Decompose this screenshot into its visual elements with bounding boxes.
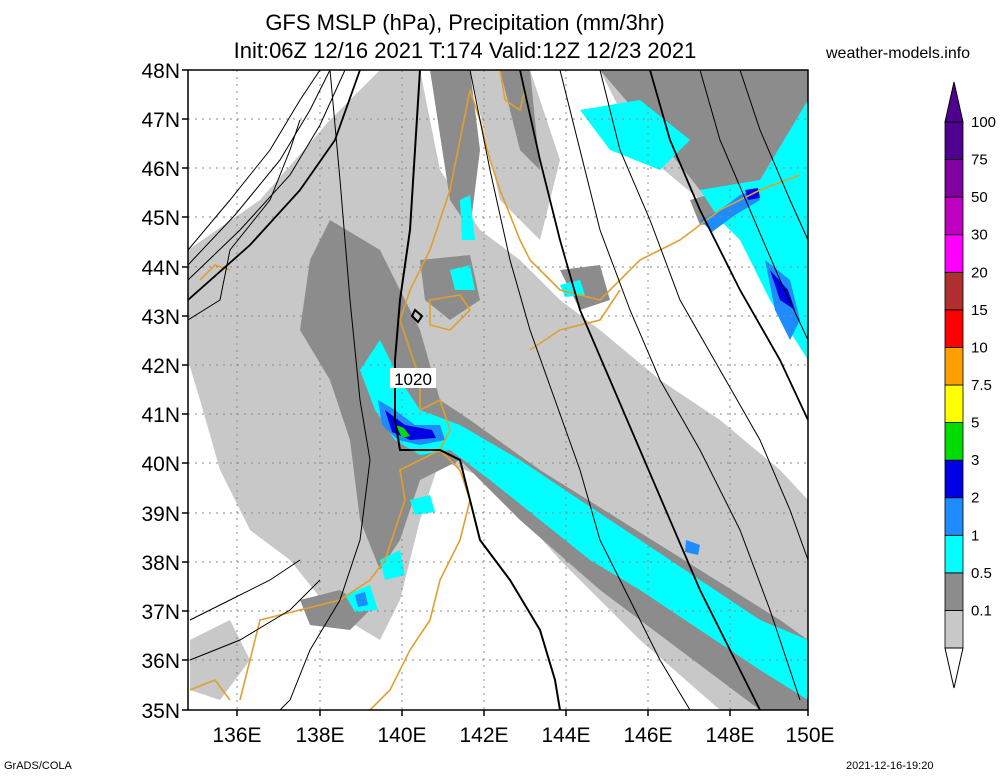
colorbar-swatch: [944, 384, 964, 423]
colorbar-swatch: [944, 572, 964, 611]
generation-timestamp: 2021-12-16-19:20: [846, 760, 934, 772]
lat-label: 40N: [141, 453, 180, 476]
colorbar-label: 15: [971, 302, 988, 319]
colorbar-swatch: [944, 159, 964, 198]
isobars: [188, 70, 808, 710]
precip-green: [396, 425, 410, 438]
colorbar-swatch: [944, 497, 964, 536]
lat-label: 36N: [141, 650, 180, 673]
map-frame: [187, 69, 809, 711]
lat-label: 35N: [141, 700, 180, 723]
colorbar-label: 0.5: [971, 565, 992, 582]
colorbar-min-arrow: [944, 647, 964, 689]
lon-label: 146E: [623, 724, 672, 747]
colorbar-label: 5: [971, 415, 979, 432]
colorbar-swatch: [944, 534, 964, 574]
colorbar-label: 10: [971, 339, 988, 356]
colorbar-swatch: [944, 121, 964, 160]
map-gridlines: [188, 70, 808, 710]
lon-label: 144E: [541, 724, 590, 747]
lat-label: 47N: [141, 109, 180, 132]
lon-label: 136E: [212, 724, 261, 747]
software-credit: GrADS/COLA: [4, 760, 72, 772]
colorbar-label: 100: [971, 114, 996, 131]
colorbar-label: 30: [971, 227, 988, 244]
colorbar-label: 2: [971, 490, 979, 507]
site-credit: weather-models.info: [826, 45, 971, 62]
lat-label: 42N: [141, 355, 180, 378]
lat-label: 48N: [141, 60, 180, 83]
latitude-labels: 48N 47N 46N 45N 44N 43N 42N 41N 40N 39N …: [141, 60, 180, 723]
map-plot: [188, 70, 808, 710]
lat-label: 39N: [141, 503, 180, 526]
lon-label: 140E: [377, 724, 426, 747]
lon-label: 150E: [785, 724, 834, 747]
colorbar-swatch: [944, 422, 964, 461]
colorbar-swatch: [944, 347, 964, 386]
colorbar-swatch: [944, 196, 964, 236]
colorbar-swatch: [944, 271, 964, 311]
isobar-label-bg: [390, 368, 436, 388]
lat-label: 44N: [141, 257, 180, 280]
map-title: GFS MSLP (hPa), Precipitation (mm/3hr): [265, 10, 665, 35]
longitude-labels: 136E 138E 140E 142E 144E 146E 148E 150E: [212, 724, 834, 747]
colorbar-label: 3: [971, 452, 979, 469]
map-subtitle: Init:06Z 12/16 2021 T:174 Valid:12Z 12/2…: [233, 38, 697, 63]
lat-label: 46N: [141, 158, 180, 181]
lon-label: 142E: [459, 724, 508, 747]
colorbar-swatch: [944, 309, 964, 348]
isobar-label: 1020: [394, 370, 432, 389]
colorbar-label: 7.5: [971, 377, 992, 394]
lat-label: 38N: [141, 552, 180, 575]
coastlines: [189, 70, 801, 710]
colorbar-label: 50: [971, 189, 988, 206]
colorbar-label: 20: [971, 264, 988, 281]
colorbar-swatch: [944, 610, 964, 649]
lat-label: 43N: [141, 306, 180, 329]
lon-label: 148E: [705, 724, 754, 747]
axis-ticks: [182, 69, 809, 716]
colorbar-swatch: [944, 459, 964, 499]
lat-label: 37N: [141, 601, 180, 624]
lat-label: 45N: [141, 207, 180, 230]
lat-label: 41N: [141, 404, 180, 427]
colorbar-swatch: [944, 234, 964, 273]
precip-colorbar: 100 75 50 30 20 15 10 7.5 5 3 2 1 0.5 0.1: [944, 81, 996, 689]
colorbar-label: 75: [971, 152, 988, 169]
colorbar-max-arrow: [944, 81, 964, 123]
lon-label: 138E: [295, 724, 344, 747]
colorbar-label: 1: [971, 527, 979, 544]
colorbar-label: 0.1: [971, 602, 992, 619]
